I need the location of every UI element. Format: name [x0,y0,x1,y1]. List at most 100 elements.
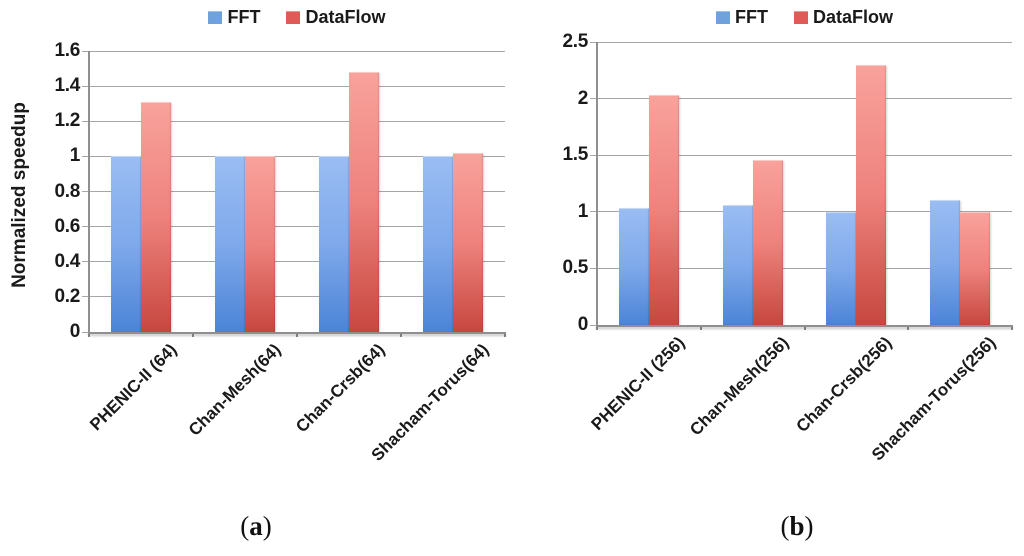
y-axis-tick [82,120,89,122]
y-axis [88,51,90,337]
gridline [597,154,1012,156]
y-axis-tick [82,296,89,298]
legend: FFT DataFlow [89,6,505,28]
caption-close-paren: ) [262,511,272,541]
gridline [89,261,505,263]
dataflow-legend-swatch-icon [286,10,301,24]
y-axis-tick-label: 0.4 [54,250,80,272]
gridline [597,211,1012,213]
gridline [89,296,505,298]
plot-area [597,41,1012,325]
y-axis-tick-label: 0.6 [54,215,80,237]
y-axis-tick [82,50,89,52]
fft-legend-swatch-icon [208,10,223,24]
chart-panel-a: FFT DataFlow Normalized speedup (a) 0 0.2 0… [9,6,506,542]
x-axis [88,332,506,334]
x-axis [596,325,1013,327]
bar-fft-0 [111,156,141,332]
chart-panel-b: FFT DataFlow (b) 0 0.5 1 1.5 2 2.5 PHENIC-II (2… [512,0,1024,556]
y-axis-tick-label: 1.2 [54,110,80,132]
x-axis-tick [803,325,806,330]
bar-fft-2 [826,211,857,325]
y-axis-tick [82,261,89,263]
gridline [89,120,505,122]
bar-dataflow-0 [141,101,171,332]
y-axis-tick [590,267,597,269]
legend: FFT DataFlow [597,6,1012,28]
bar-dataflow-3 [960,211,991,325]
gridline [89,226,505,228]
bar-dataflow-1 [245,156,275,332]
gridline [89,85,505,87]
legend-item-dataflow[interactable]: DataFlow [793,6,893,28]
gridline [89,155,505,157]
caption-close-paren: ) [804,511,814,541]
y-axis-tick [590,154,597,156]
y-axis [596,42,598,330]
bar-fft-3 [930,200,961,325]
y-axis-tick-label: 2.5 [562,31,588,52]
bar-dataflow-2 [856,64,887,325]
legend-label: FFT [227,6,261,27]
y-axis-tick [590,98,597,100]
gridline [89,191,505,192]
gridline [597,98,1012,100]
panel-caption-b: (b) [737,511,857,542]
y-axis-tick-label: 0.5 [562,257,588,279]
x-axis-tick [1011,325,1013,330]
x-axis-tick [296,332,298,337]
caption-open-paren: ( [780,511,790,541]
y-axis-tick-label: 1.6 [54,40,80,61]
legend-label: FFT [734,6,768,27]
bar-fft-0 [618,208,649,325]
x-axis-category-label: PHENIC-II (64) [86,340,181,435]
legend-item-fft[interactable]: FFT [208,7,260,28]
bar-dataflow-0 [648,95,679,325]
caption-letter: b [789,511,805,541]
bar-fft-3 [423,156,453,332]
caption-letter: a [249,511,263,541]
y-axis-tick-label: 0 [577,314,589,335]
y-axis-tick [82,191,89,192]
y-axis-tick [82,85,89,87]
y-axis-tick-label: 1.5 [562,144,588,166]
gridline [597,41,1012,43]
x-axis-category-label: PHENIC-II (256) [587,333,689,434]
y-axis-tick-label: 1 [577,200,589,222]
legend-label: DataFlow [812,6,893,27]
y-axis-tick [82,226,89,228]
panel-caption-a: (a) [196,511,316,542]
y-axis-tick [590,41,597,43]
x-axis-tick [192,332,194,337]
legend-item-fft[interactable]: FFT [715,6,768,28]
bar-fft-1 [722,205,753,325]
y-axis-tick-label: 0 [69,321,81,342]
gridline [89,50,505,52]
x-axis-tick [400,332,402,337]
x-axis-tick [699,325,702,330]
bar-dataflow-2 [349,72,379,332]
x-axis-tick [504,332,506,337]
y-axis-tick-label: 1.4 [54,75,80,97]
y-axis-tick [82,155,89,157]
bar-fft-1 [215,156,245,332]
bar-dataflow-3 [453,152,483,332]
y-axis-tick [590,324,597,326]
gridline [597,267,1012,269]
y-axis-tick-label: 2 [577,87,589,109]
y-axis-tick-label: 0.2 [54,285,80,307]
y-axis-tick-label: 1 [69,145,81,167]
dataflow-legend-swatch-icon [793,10,808,24]
x-axis-tick [907,325,910,330]
fft-legend-swatch-icon [715,10,730,24]
legend-label: DataFlow [305,6,386,27]
plot-area [89,50,505,332]
y-axis-tick [82,331,89,333]
bar-dataflow-1 [752,159,783,325]
y-axis-tick [590,211,597,213]
caption-open-paren: ( [240,511,250,541]
legend-item-dataflow[interactable]: DataFlow [286,6,386,28]
bar-fft-2 [319,156,349,332]
y-axis-tick-label: 0.8 [54,180,80,202]
